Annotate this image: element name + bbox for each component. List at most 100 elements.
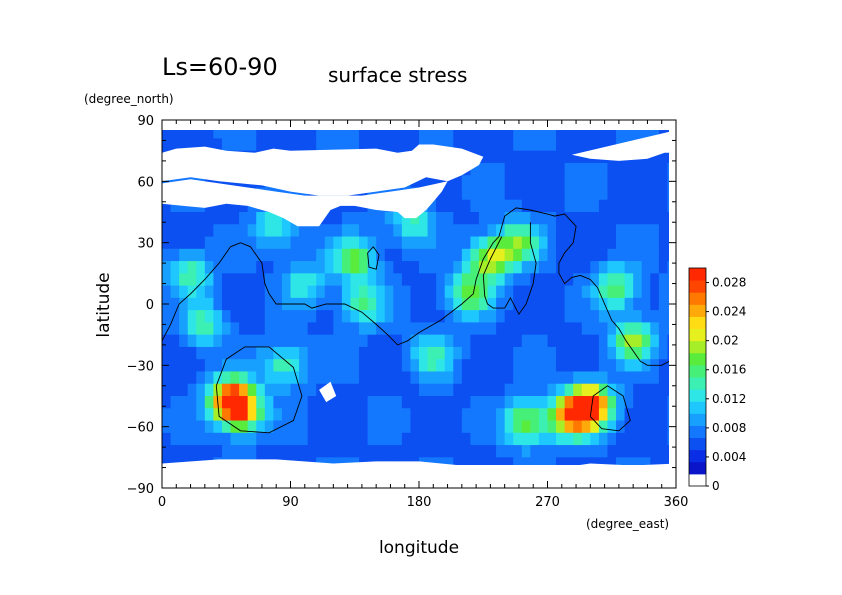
stress-cell [324,445,334,458]
stress-cell [419,285,429,299]
stress-cell [230,297,240,311]
stress-cell [239,432,249,446]
stress-cell [496,273,506,287]
stress-cell [521,212,531,225]
stress-cell [590,445,600,458]
stress-cell [470,224,480,238]
stress-cell [427,297,437,311]
stress-cell [521,383,531,397]
stress-cell [547,371,557,385]
stress-cell [547,199,557,213]
stress-cell [384,310,394,323]
stress-cell [324,408,334,422]
stress-cell [239,130,249,139]
stress-cell [581,322,591,336]
stress-cell [256,396,266,409]
stress-cell [264,396,274,409]
stress-cell [633,470,642,483]
stress-cell [307,322,317,336]
stress-cell [427,224,437,238]
stress-cell [556,175,566,189]
colorbar-swatch [689,304,706,317]
stress-cell [461,236,471,250]
stress-cell [641,383,651,397]
stress-cell [470,334,480,348]
stress-cell [410,346,420,360]
stress-cell [581,236,591,250]
stress-cell [667,224,669,238]
stress-cell [419,224,429,238]
stress-cell [316,138,326,152]
stress-cell [581,371,591,385]
stress-cell [590,212,600,225]
stress-cell [616,359,626,373]
stress-cell [547,224,557,238]
stress-cell [170,432,180,446]
stress-cell [367,445,377,458]
y-tick-label: 30 [137,237,154,252]
stress-cell [264,236,274,250]
stress-cell [470,130,480,139]
stress-cell [658,297,669,311]
stress-cell [401,285,412,299]
stress-cell [256,310,266,323]
stress-cell [616,408,626,422]
stress-cell [256,470,265,483]
stress-cell [478,297,489,311]
stress-cell [582,470,591,483]
stress-cell [239,297,249,311]
stress-cell [393,396,403,409]
stress-cell [341,408,352,422]
stress-cell [436,346,446,360]
stress-cell [410,273,420,287]
stress-cell [633,322,643,336]
stress-cell [573,224,583,238]
stress-cell [350,212,360,225]
stress-cell [607,470,616,483]
stress-cell [513,248,523,262]
stress-cell [247,130,257,139]
stress-cell [633,310,643,323]
stress-cell [376,212,386,225]
stress-cell [281,224,292,238]
stress-cell [230,130,240,139]
stress-cell [187,130,197,139]
stress-cell [487,175,497,189]
no-data-mask [162,130,669,465]
stress-cell [204,224,214,238]
stress-cell [641,334,651,348]
stress-cell [598,322,609,336]
stress-cell [444,285,454,299]
stress-cell [616,162,626,176]
colorbar-swatch [689,389,706,402]
stress-cell [299,371,309,385]
stress-cell [196,420,206,434]
stress-cell [247,445,257,458]
stress-cell [633,457,643,465]
stress-cell [248,470,257,483]
stress-cell [538,346,549,360]
stress-cell [333,346,343,360]
stress-cell [350,248,360,262]
stress-cell [487,236,497,250]
stress-cell [658,383,669,397]
stress-cell [564,130,574,139]
stress-cell [170,322,180,336]
stress-cell [170,359,180,373]
stress-cell [324,432,334,446]
stress-cell [436,273,446,287]
stress-cell [538,199,549,213]
stress-cell [196,359,206,373]
colorbar-swatch [689,316,706,330]
stress-cell [393,470,402,483]
stress-cell [444,371,454,385]
stress-cell [547,432,557,446]
stress-cell [658,420,669,434]
colorbar-swatch [689,340,706,354]
stress-cell [581,445,591,458]
stress-cell [256,273,266,287]
stress-cell [247,383,257,397]
stress-cell [513,273,523,287]
stress-cell [204,383,214,397]
